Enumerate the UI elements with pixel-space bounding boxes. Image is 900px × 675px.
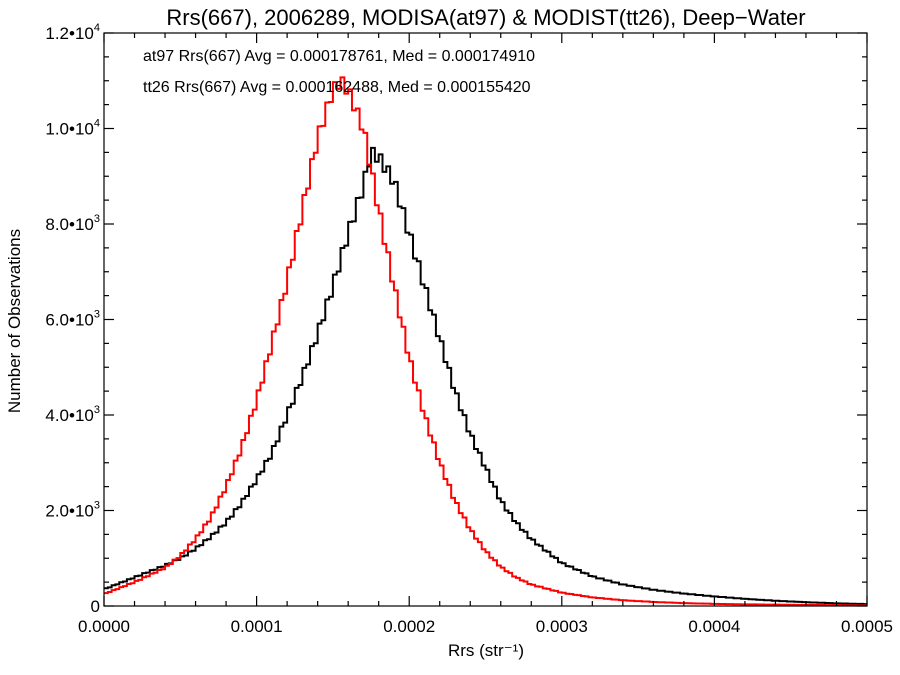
x-tick-label: 0.0004 <box>688 617 740 636</box>
y-axis-label: Number of Observations <box>5 229 24 413</box>
x-tick-label: 0.0000 <box>78 617 130 636</box>
plot-frame <box>103 32 868 607</box>
series-layer <box>104 76 867 607</box>
annotation-tt26: tt26 Rrs(667) Avg = 0.000162488, Med = 0… <box>143 79 531 96</box>
x-tick-label: 0.0001 <box>231 617 283 636</box>
y-tick-label: 0 <box>91 597 100 616</box>
series-line-0 <box>104 146 867 606</box>
x-tick-label: 0.0005 <box>841 617 893 636</box>
y-tick-label: 1.2•104 <box>45 22 100 43</box>
y-tick-label: 6.0•103 <box>45 309 100 330</box>
tick-layer: 0.0000 0.0001 0.0002 0.0003 0.0004 0.0005 0 2.0… <box>45 22 893 636</box>
series-line-1 <box>104 76 867 607</box>
x-tick-label: 0.0002 <box>383 617 435 636</box>
y-tick-label: 4.0•103 <box>45 404 100 425</box>
y-tick-label: 8.0•103 <box>45 213 100 234</box>
y-tick-label: 1.0•104 <box>45 118 100 139</box>
annotation-at97: at97 Rrs(667) Avg = 0.000178761, Med = 0… <box>143 48 535 65</box>
x-axis-label: Rrs (str⁻¹) <box>448 641 524 660</box>
y-tick-label: 2.0•103 <box>45 500 100 521</box>
x-tick-label: 0.0003 <box>536 617 588 636</box>
chart-title: Rrs(667), 2006289, MODISA(at97) & MODIST… <box>166 5 805 30</box>
